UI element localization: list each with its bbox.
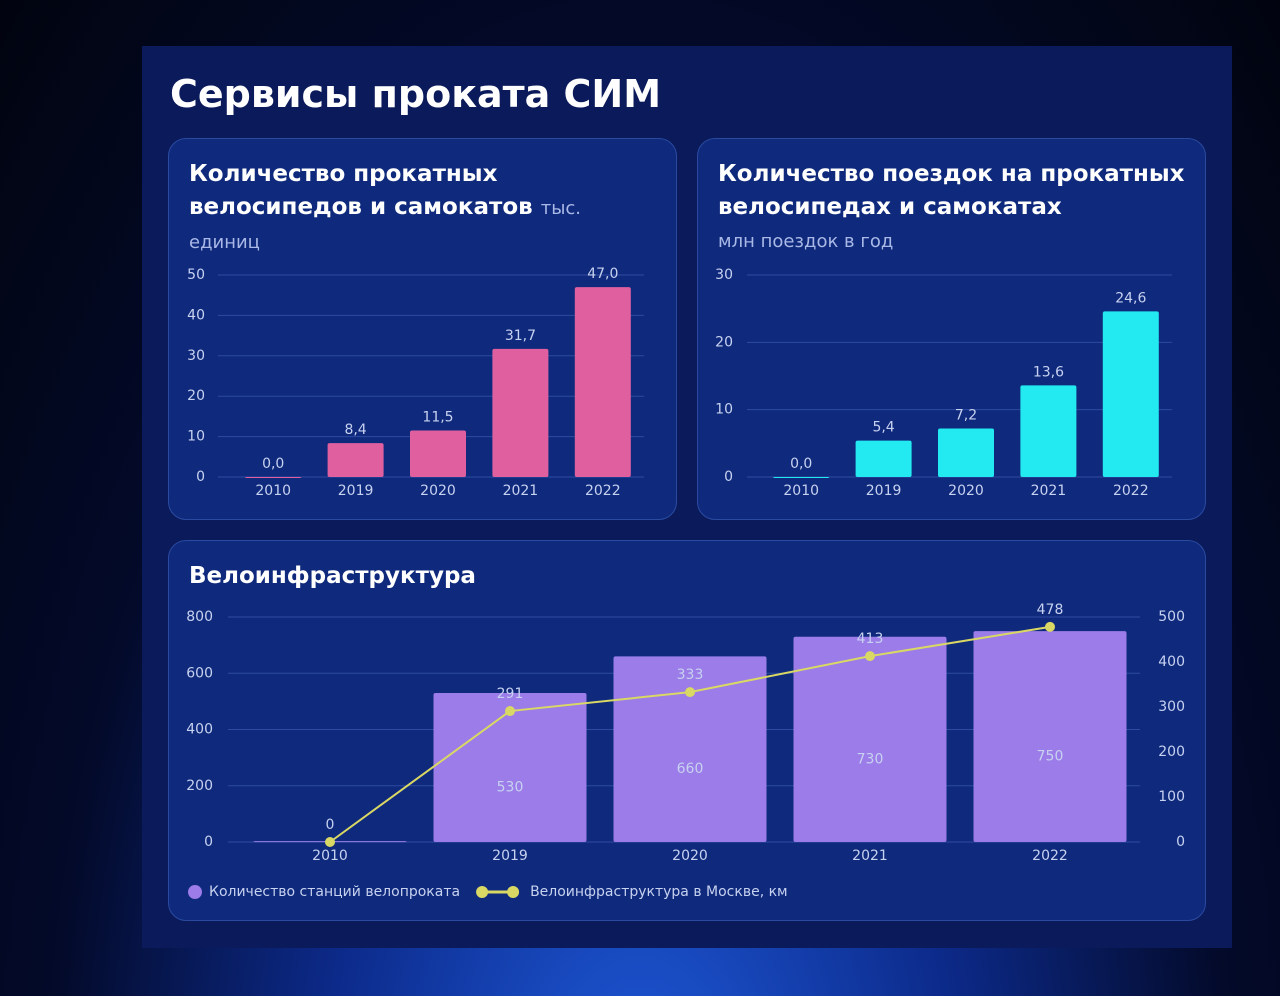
x-tick-label: 2021 [852,848,888,864]
bar [574,287,631,477]
bar [855,440,912,477]
chart-subtitle: тыс. единиц [189,198,582,253]
x-tick-label: 2022 [585,483,621,499]
x-tick-label: 2020 [420,483,456,499]
value-label: 0,0 [262,456,284,472]
y-tick-label: 10 [187,429,205,445]
bar [1020,385,1077,477]
x-tick-label: 2022 [1113,483,1149,499]
x-tick-label: 2022 [1032,848,1068,864]
line-point [325,837,335,847]
bar [327,443,384,477]
legend-marker [507,886,520,898]
value-label: 11,5 [422,410,453,426]
x-tick-label: 2021 [503,483,539,499]
legend-marker [188,885,202,899]
x-tick-label: 2021 [1031,483,1067,499]
bar [793,636,947,842]
page-title: Сервисы проката СИМ [170,72,662,116]
bar [613,656,767,842]
line-point [865,651,875,662]
bar [492,348,549,477]
value-label: 750 [1037,749,1064,765]
y-tick-label: 30 [187,348,205,364]
value-label: 8,4 [344,422,366,438]
value-label: 478 [1037,602,1064,618]
y-tick-label: 0 [204,834,213,850]
x-tick-label: 2010 [783,483,819,499]
line-point [1045,621,1055,632]
y-tick-label: 600 [186,665,213,681]
value-label: 530 [497,779,524,795]
y2-tick-label: 100 [1158,789,1185,805]
legend-label: Велоинфраструктура в Москве, км [530,884,788,900]
value-label: 7,2 [955,408,977,424]
chart-title-block: Количество поездок на прокатных велосипе… [718,158,1198,258]
x-tick-label: 2010 [255,483,291,499]
bar [410,430,466,477]
y-tick-label: 10 [715,402,733,418]
x-tick-label: 2020 [672,848,708,864]
legend-marker [476,886,489,898]
value-label: 47,0 [587,266,618,282]
value-label: 5,4 [872,420,894,436]
y-tick-label: 800 [186,609,213,625]
value-label: 291 [497,686,524,702]
bar [433,692,587,842]
value-label: 660 [677,761,704,777]
bar [245,477,302,478]
value-label: 0,0 [790,456,812,472]
x-tick-label: 2019 [492,848,528,864]
value-label: 730 [857,751,884,767]
bar [773,477,830,478]
y-tick-label: 20 [187,388,205,404]
line-point [505,706,515,717]
y-tick-label: 30 [715,267,733,283]
value-label: 24,6 [1115,290,1146,306]
value-label: 13,6 [1033,364,1064,380]
value-label: 0 [326,817,335,833]
y-tick-label: 400 [186,722,213,738]
y2-tick-label: 500 [1158,609,1185,625]
chart-subtitle: млн поездок в год [718,231,894,252]
bar [973,631,1127,842]
y-tick-label: 40 [187,307,205,323]
x-tick-label: 2010 [312,848,348,864]
y2-tick-label: 0 [1176,834,1185,850]
value-label: 31,7 [505,328,536,344]
bar [938,428,994,477]
chart-title-block: Количество прокатных велосипедов и самок… [189,158,629,259]
y2-tick-label: 300 [1158,699,1185,715]
y-tick-label: 20 [715,334,733,350]
value-label: 333 [677,667,704,683]
y2-tick-label: 400 [1158,654,1185,670]
x-tick-label: 2020 [948,483,984,499]
y-tick-label: 50 [187,267,205,283]
y-tick-label: 0 [724,469,733,485]
y-tick-label: 0 [196,469,205,485]
y-tick-label: 200 [186,778,213,794]
value-label: 413 [857,631,884,647]
y2-tick-label: 200 [1158,744,1185,760]
line-point [685,687,695,698]
chart-title: Количество поездок на прокатных велосипе… [718,161,1185,220]
x-tick-label: 2019 [338,483,374,499]
x-tick-label: 2019 [866,483,902,499]
bar [1102,311,1159,477]
chart-title: Велоинфраструктура [189,563,476,589]
legend-label: Количество станций велопроката [209,884,460,900]
chart-title: Количество прокатных велосипедов и самок… [189,161,533,220]
